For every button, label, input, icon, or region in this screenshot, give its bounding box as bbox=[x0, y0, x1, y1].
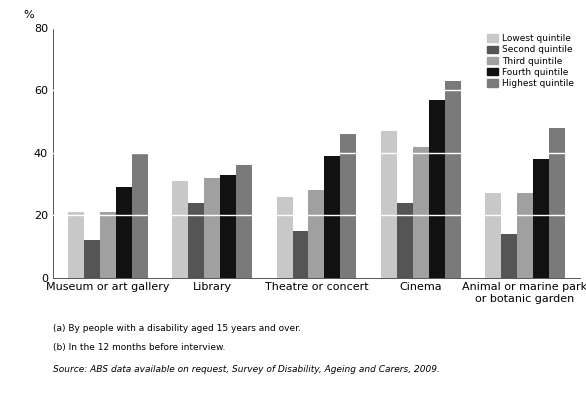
Bar bbox=[132, 153, 148, 278]
Bar bbox=[236, 165, 252, 278]
Bar bbox=[445, 81, 461, 278]
Bar bbox=[325, 156, 340, 278]
Bar bbox=[292, 231, 308, 278]
Bar bbox=[188, 203, 204, 278]
Bar bbox=[413, 146, 429, 278]
Text: Source: ABS data available on request, Survey of Disability, Ageing and Carers, : Source: ABS data available on request, S… bbox=[53, 365, 440, 374]
Bar bbox=[429, 100, 445, 278]
Bar bbox=[308, 190, 325, 278]
Bar bbox=[340, 134, 356, 278]
Bar bbox=[204, 178, 220, 278]
Bar bbox=[501, 234, 517, 278]
Bar bbox=[277, 197, 292, 278]
Bar bbox=[533, 159, 549, 278]
Bar bbox=[381, 131, 397, 278]
Bar bbox=[220, 175, 236, 278]
Bar bbox=[116, 187, 132, 278]
Bar bbox=[68, 212, 84, 278]
Bar bbox=[485, 193, 501, 278]
Bar bbox=[517, 193, 533, 278]
Text: (b) In the 12 months before interview.: (b) In the 12 months before interview. bbox=[53, 343, 225, 353]
Bar bbox=[100, 212, 116, 278]
Y-axis label: %: % bbox=[23, 10, 35, 20]
Bar bbox=[549, 128, 565, 278]
Bar bbox=[84, 240, 100, 278]
Bar bbox=[172, 181, 188, 278]
Legend: Lowest quintile, Second quintile, Third quintile, Fourth quintile, Highest quint: Lowest quintile, Second quintile, Third … bbox=[486, 32, 575, 90]
Bar bbox=[397, 203, 413, 278]
Text: (a) By people with a disability aged 15 years and over.: (a) By people with a disability aged 15 … bbox=[53, 324, 301, 333]
